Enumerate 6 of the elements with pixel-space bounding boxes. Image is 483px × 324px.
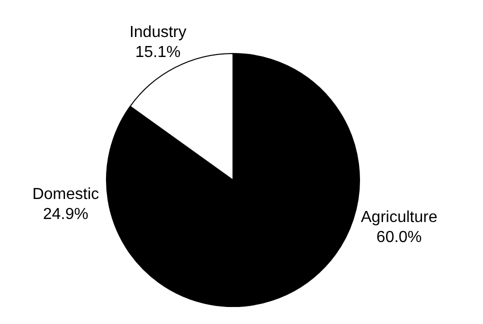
data-label: 15.1% [135,44,181,61]
slice-label: Industry [129,24,186,41]
data-label: 24.9% [42,206,88,224]
slice-label: Agriculture [360,209,438,226]
data-label: 60.0% [376,229,422,246]
slice-label: Domestic [32,186,100,204]
